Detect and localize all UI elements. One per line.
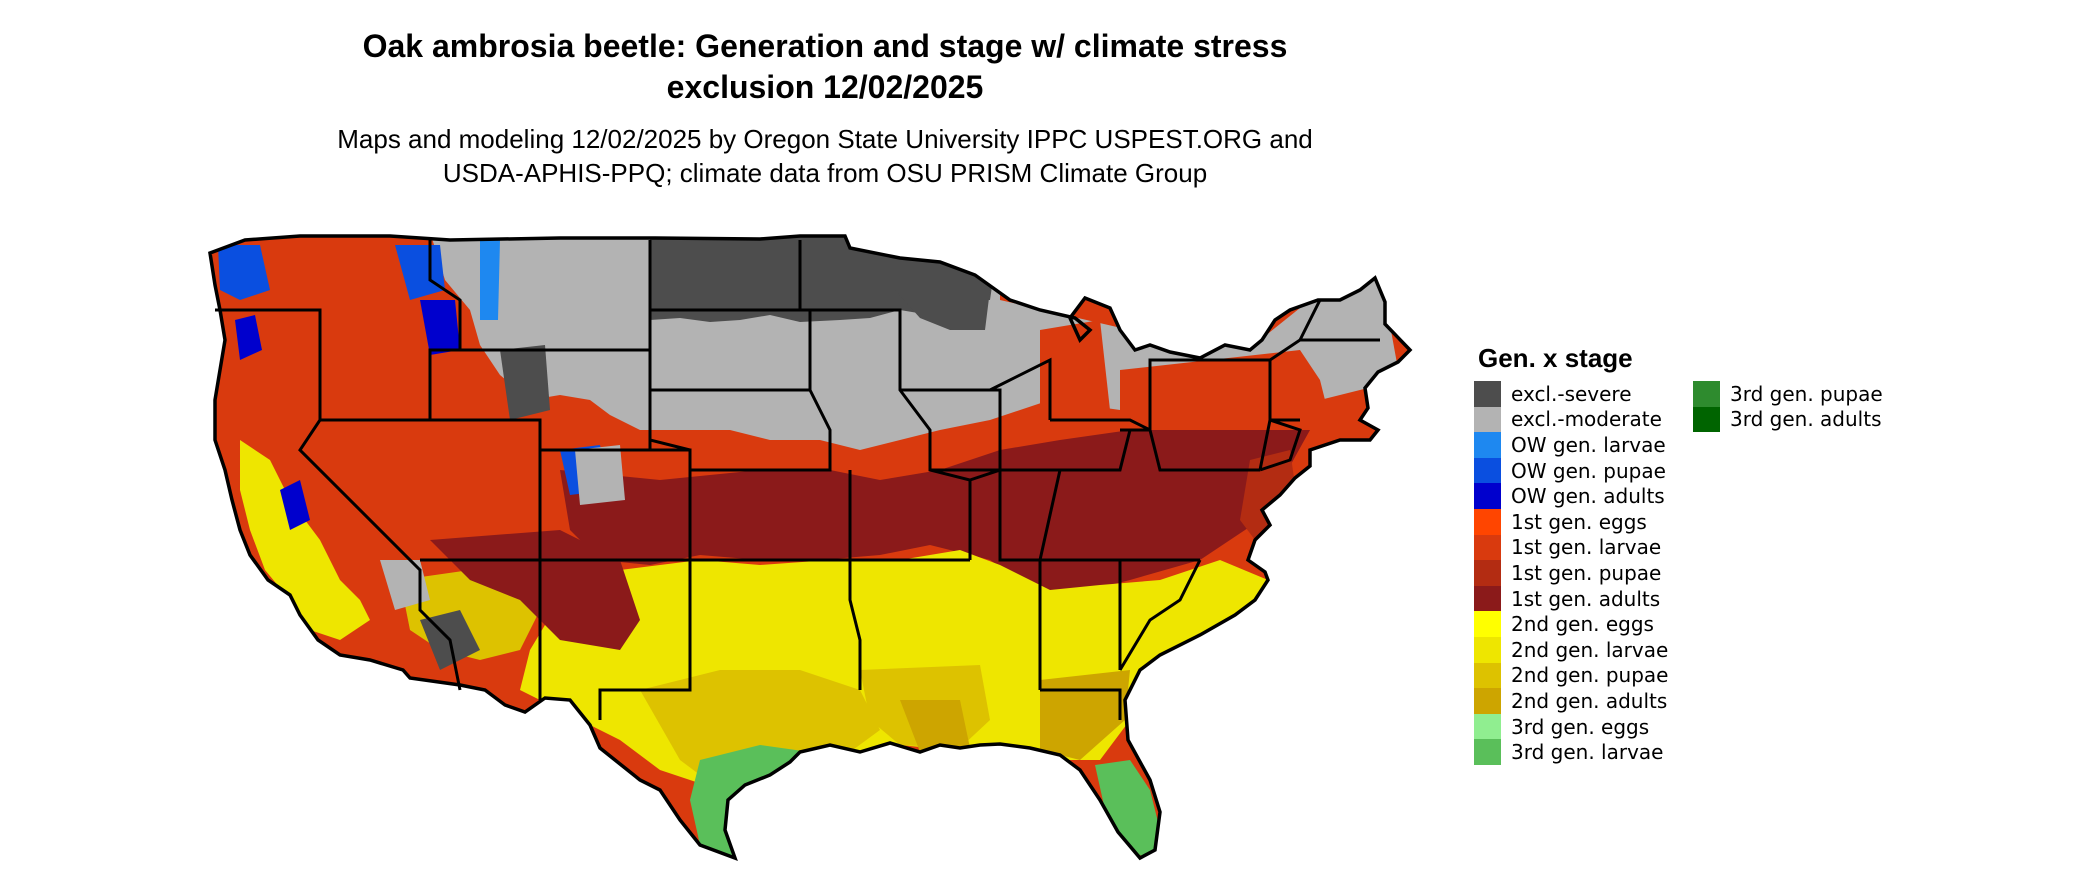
legend-label: 3rd gen. adults xyxy=(1730,407,1882,432)
legend-label: 2nd gen. pupae xyxy=(1511,663,1669,688)
legend-item: OW gen. larvae xyxy=(1474,432,1668,458)
legend: Gen. x stage excl.-severe excl.-moderate O… xyxy=(1474,343,1883,765)
legend-swatch xyxy=(1474,688,1501,714)
region-excl-severe-lakes xyxy=(895,290,990,330)
legend-swatch xyxy=(1474,381,1501,407)
legend-title: Gen. x stage xyxy=(1478,343,1633,373)
region-3rd-gen-larvae-florida xyxy=(1095,760,1160,858)
region-ow-cascades-1 xyxy=(235,315,262,360)
legend-swatch xyxy=(1474,739,1501,765)
legend-item: 2nd gen. eggs xyxy=(1474,611,1668,637)
region-ow-sierra xyxy=(280,480,310,530)
legend-swatch xyxy=(1474,611,1501,637)
legend-label: excl.-severe xyxy=(1511,381,1632,406)
region-2nd-gen-adults xyxy=(1040,670,1130,760)
legend-label: 1st gen. adults xyxy=(1511,586,1661,611)
legend-swatch xyxy=(1474,662,1501,689)
legend-swatch xyxy=(1474,457,1501,484)
legend-swatch xyxy=(1474,560,1501,586)
region-michigan xyxy=(1040,320,1110,420)
legend-item: excl.-moderate xyxy=(1474,406,1668,433)
legend-item: 2nd gen. adults xyxy=(1474,688,1668,714)
legend-label: 1st gen. eggs xyxy=(1511,509,1647,534)
region-california-2nd-gen xyxy=(240,440,370,640)
legend-swatch xyxy=(1474,508,1501,535)
legend-item: 1st gen. adults xyxy=(1474,585,1668,612)
legend-swatch xyxy=(1693,381,1720,407)
region-ow-rockies-2 xyxy=(420,300,460,355)
legend-swatch xyxy=(1474,406,1501,433)
region-1st-gen-adults xyxy=(560,430,1310,600)
legend-swatch xyxy=(1474,483,1501,509)
legend-item: 3rd gen. eggs xyxy=(1474,713,1668,740)
legend-label: OW gen. larvae xyxy=(1511,432,1666,457)
legend-item: 2nd gen. larvae xyxy=(1474,636,1669,663)
state-borders xyxy=(215,240,1380,720)
legend-item: 1st gen. larvae xyxy=(1474,534,1668,561)
region-nevada-excl-moderate xyxy=(380,560,430,610)
legend-item: 3rd gen. pupae xyxy=(1693,381,1883,407)
legend-swatch xyxy=(1474,534,1501,561)
legend-label: 2nd gen. eggs xyxy=(1511,612,1654,637)
legend-column-2: 3rd gen. pupae 3rd gen. adults xyxy=(1693,381,1883,433)
legend-item: 3rd gen. adults xyxy=(1693,406,1883,433)
legend-item: 3rd gen. larvae xyxy=(1474,739,1668,765)
legend-label: 1st gen. larvae xyxy=(1511,535,1662,560)
map-title: Oak ambrosia beetle: Generation and stag… xyxy=(230,26,1420,108)
region-ow-olympic xyxy=(218,245,270,300)
map-subtitle-line-1: Maps and modeling 12/02/2025 by Oregon S… xyxy=(337,124,1313,154)
region-ow-rockies-north xyxy=(395,245,445,300)
legend-label: 3rd gen. larvae xyxy=(1511,740,1664,765)
legend-item: OW gen. adults xyxy=(1474,483,1668,509)
legend-label: 3rd gen. eggs xyxy=(1511,714,1650,739)
region-excl-severe-wyoming xyxy=(500,345,550,420)
region-ow-rockies-3 xyxy=(480,240,500,320)
legend-label: 1st gen. pupae xyxy=(1511,560,1662,585)
legend-label: excl.-moderate xyxy=(1511,407,1662,432)
legend-swatch xyxy=(1693,406,1720,433)
region-2nd-gen-adults-louisiana xyxy=(900,700,970,752)
map-subtitle: Maps and modeling 12/02/2025 by Oregon S… xyxy=(230,122,1420,190)
legend-item: 1st gen. pupae xyxy=(1474,560,1668,586)
legend-swatch xyxy=(1474,432,1501,458)
legend-label: 2nd gen. larvae xyxy=(1511,637,1669,662)
legend-column-1: excl.-severe excl.-moderate OW gen. larvae… xyxy=(1474,381,1668,765)
legend-swatch xyxy=(1474,585,1501,612)
legend-item: OW gen. pupae xyxy=(1474,457,1668,484)
region-northeast xyxy=(1120,350,1330,430)
map-fill xyxy=(210,236,1410,858)
map-title-line-2: exclusion 12/02/2025 xyxy=(666,69,984,105)
legend-item: excl.-severe xyxy=(1474,381,1668,407)
legend-item: 1st gen. eggs xyxy=(1474,508,1668,535)
map-subtitle-line-2: USDA-APHIS-PPQ; climate data from OSU PR… xyxy=(442,158,1208,188)
legend-label: OW gen. pupae xyxy=(1511,458,1666,483)
region-excl-moderate-colorado xyxy=(575,445,625,505)
legend-item: 2nd gen. pupae xyxy=(1474,662,1669,689)
legend-label: OW gen. adults xyxy=(1511,484,1665,509)
map-title-line-1: Oak ambrosia beetle: Generation and stag… xyxy=(362,28,1288,64)
legend-label: 3rd gen. pupae xyxy=(1730,381,1883,406)
legend-swatch xyxy=(1474,636,1501,663)
legend-label: 2nd gen. adults xyxy=(1511,688,1668,713)
legend-swatch xyxy=(1474,713,1501,740)
